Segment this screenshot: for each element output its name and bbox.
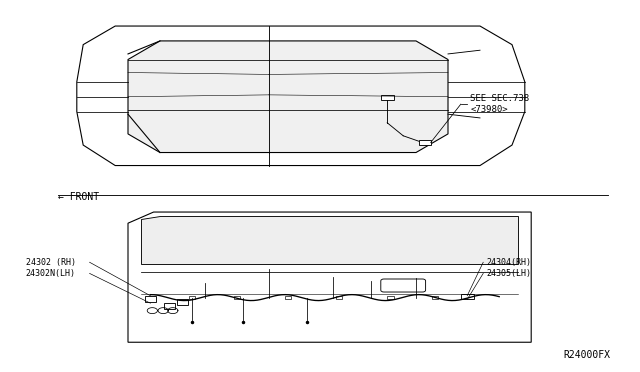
Text: SEE SEC.738
<73980>: SEE SEC.738 <73980> — [470, 94, 529, 114]
PathPatch shape — [141, 216, 518, 264]
Text: 24302 (RH): 24302 (RH) — [26, 258, 76, 267]
Bar — [387, 296, 394, 299]
Bar — [432, 296, 438, 299]
Text: 24302N(LH): 24302N(LH) — [26, 269, 76, 278]
Bar — [461, 294, 474, 299]
PathPatch shape — [128, 212, 531, 342]
Bar — [164, 303, 175, 309]
Bar — [234, 296, 240, 299]
Text: ← FRONT: ← FRONT — [58, 192, 99, 202]
FancyBboxPatch shape — [381, 279, 426, 292]
Text: R24000FX: R24000FX — [563, 350, 610, 360]
Bar — [285, 296, 291, 299]
Bar — [419, 140, 431, 145]
Text: 24305(LH): 24305(LH) — [486, 269, 531, 278]
PathPatch shape — [77, 26, 525, 166]
Bar — [381, 95, 394, 100]
Bar — [145, 296, 156, 302]
Bar — [189, 296, 195, 299]
Text: 24304(RH): 24304(RH) — [486, 258, 531, 267]
PathPatch shape — [128, 41, 448, 153]
Bar — [177, 299, 188, 305]
Bar — [336, 296, 342, 299]
